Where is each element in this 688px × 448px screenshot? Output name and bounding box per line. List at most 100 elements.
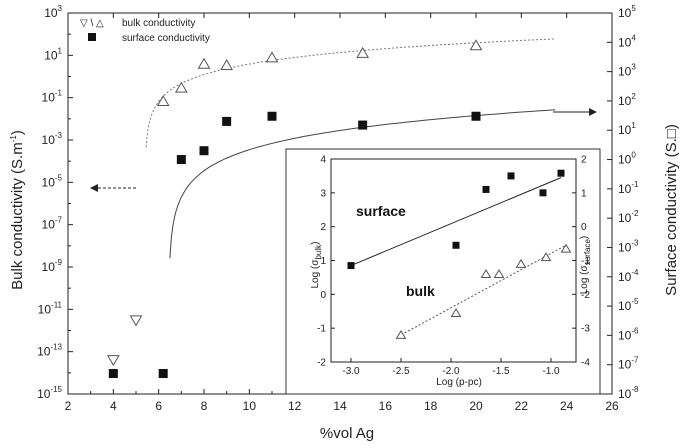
inset-fit-lines bbox=[350, 177, 567, 336]
inset-x-tick-label: -3.0 bbox=[342, 366, 360, 377]
inset-annotation-surface: surface bbox=[356, 203, 406, 219]
y-tick-label: 10-15 bbox=[37, 385, 62, 401]
y2-tick-label: 10-7 bbox=[618, 356, 639, 372]
y-tick-label: 10-13 bbox=[37, 343, 62, 359]
x-tick-label: 24 bbox=[560, 399, 574, 413]
legend-surface-label: surface conductivity bbox=[122, 33, 210, 44]
y2-tick-label: 104 bbox=[618, 33, 636, 49]
y-tick-label: 10-11 bbox=[38, 300, 63, 316]
y2-tick-label: 10-6 bbox=[618, 326, 639, 342]
inset-y-tick-label: 2 bbox=[320, 222, 326, 233]
surface-fit-curve bbox=[169, 109, 556, 259]
main-fit-curves bbox=[145, 38, 556, 259]
inset-bulk-point bbox=[540, 252, 552, 262]
x-tick-label: 8 bbox=[201, 399, 208, 413]
arrow-left-axis-indicator bbox=[90, 184, 136, 192]
arrow-right-axis-indicator bbox=[553, 108, 597, 116]
inset-bulk-point bbox=[395, 329, 407, 339]
x-tick-label: 2 bbox=[65, 399, 72, 413]
y-tick-label: 10-7 bbox=[42, 216, 63, 232]
y2-tick-label: 10-5 bbox=[618, 297, 639, 313]
bulk-point bbox=[356, 46, 370, 58]
inset-y2-tick-label: -4 bbox=[581, 358, 590, 369]
inset-data-marks bbox=[347, 169, 572, 339]
surface-point bbox=[176, 155, 186, 165]
y2-tick-label: 10-4 bbox=[618, 268, 639, 284]
inset-x-tick-label: -2.5 bbox=[392, 366, 410, 377]
inset-bulk-point bbox=[450, 307, 462, 317]
y-tick-label: 103 bbox=[44, 4, 62, 20]
inset-y-tick-label: 3 bbox=[320, 188, 326, 199]
bulk-point bbox=[156, 94, 170, 106]
inset-bulk-point bbox=[515, 258, 527, 268]
y-tick-label: 10-5 bbox=[42, 173, 63, 189]
inset-frame bbox=[285, 148, 601, 395]
inset-annotation-bulk: bulk bbox=[406, 283, 435, 299]
inset-y-tick-label: 0 bbox=[320, 290, 326, 301]
inset-x-tick-label: -1.5 bbox=[492, 366, 510, 377]
legend: ▽ \ △ bulk conductivity surface conducti… bbox=[80, 18, 210, 44]
y2-tick-label: 105 bbox=[618, 4, 636, 20]
main-data-marks bbox=[106, 39, 483, 379]
inset-bulk-point bbox=[493, 269, 505, 279]
inset-x-tick-label: -1.0 bbox=[542, 366, 560, 377]
x-tick-label: 16 bbox=[379, 399, 393, 413]
bulk-point bbox=[129, 315, 143, 327]
bulk-point bbox=[220, 58, 234, 70]
legend-surface-marker bbox=[88, 33, 96, 41]
surface-point bbox=[471, 111, 481, 121]
inset-y-axis-label: Log (σbulk) bbox=[310, 242, 323, 289]
surface-point bbox=[222, 116, 232, 126]
x-tick-label: 6 bbox=[155, 399, 162, 413]
surface-point bbox=[108, 369, 118, 379]
y-tick-label: 10-9 bbox=[42, 258, 63, 274]
y2-tick-label: 10-1 bbox=[618, 180, 639, 196]
y-axis-label: Bulk conductivity (S.m-1) bbox=[9, 130, 26, 290]
x-tick-label: 18 bbox=[424, 399, 438, 413]
inset-surface-fit bbox=[350, 177, 562, 267]
surface-point bbox=[267, 111, 277, 121]
x-tick-label: 14 bbox=[333, 399, 347, 413]
y2-tick-label: 101 bbox=[618, 121, 636, 137]
x-tick-label: 4 bbox=[110, 399, 117, 413]
inset-y-tick-label: 4 bbox=[320, 155, 326, 166]
surface-point bbox=[199, 146, 209, 156]
inset-surface-point bbox=[539, 189, 547, 197]
inset-y2-axis-label: Log (σsurface) bbox=[579, 236, 592, 295]
inset-y2-tick-label: 2 bbox=[581, 155, 587, 166]
surface-point bbox=[158, 369, 168, 379]
legend-bulk-markers: ▽ \ △ bbox=[80, 18, 104, 29]
inset-bulk-fit bbox=[400, 244, 567, 336]
inset-bulk-point bbox=[560, 243, 572, 253]
inset-y-tick-label: -1 bbox=[317, 324, 326, 335]
x-tick-label: 22 bbox=[515, 399, 529, 413]
inset-y-tick-label: -2 bbox=[317, 358, 326, 369]
bulk-point bbox=[106, 355, 120, 367]
y2-tick-label: 10-3 bbox=[618, 238, 639, 254]
y-tick-label: 101 bbox=[44, 46, 62, 62]
inset-bulk-point bbox=[480, 269, 492, 279]
inset-x-axis-label: Log (p-pc) bbox=[436, 377, 482, 388]
y-tick-label: 10-3 bbox=[42, 131, 63, 147]
x-tick-label: 26 bbox=[605, 399, 619, 413]
y2-tick-label: 10-8 bbox=[618, 385, 639, 401]
inset-surface-point bbox=[452, 241, 460, 249]
inset-y-tick-label: 1 bbox=[320, 256, 326, 267]
x-tick-label: 10 bbox=[243, 399, 257, 413]
y2-tick-label: 10-2 bbox=[618, 209, 639, 225]
x-tick-label: 12 bbox=[288, 399, 302, 413]
x-axis-label: %vol Ag bbox=[320, 425, 374, 442]
x-tick-label: 20 bbox=[469, 399, 483, 413]
bulk-point bbox=[174, 81, 188, 93]
inset-surface-point bbox=[482, 185, 490, 193]
y2-tick-label: 103 bbox=[618, 63, 636, 79]
y2-axis-label: Surface conductivity (S.□) bbox=[663, 124, 680, 296]
inset-y2-tick-label: -2 bbox=[581, 290, 590, 301]
inset-surface-point bbox=[347, 262, 355, 270]
bulk-point bbox=[197, 57, 211, 69]
inset-axes: -3.0 -2.5 -2.0 -1.5 -1.0 -2 -1 0 1 2 3 4 -4 -3 -2 -1 0 1 2 bbox=[317, 155, 590, 378]
bulk-point bbox=[265, 51, 279, 63]
inset-y2-tick-label: 1 bbox=[581, 188, 587, 199]
inset-y2-tick-label: 0 bbox=[581, 222, 587, 233]
